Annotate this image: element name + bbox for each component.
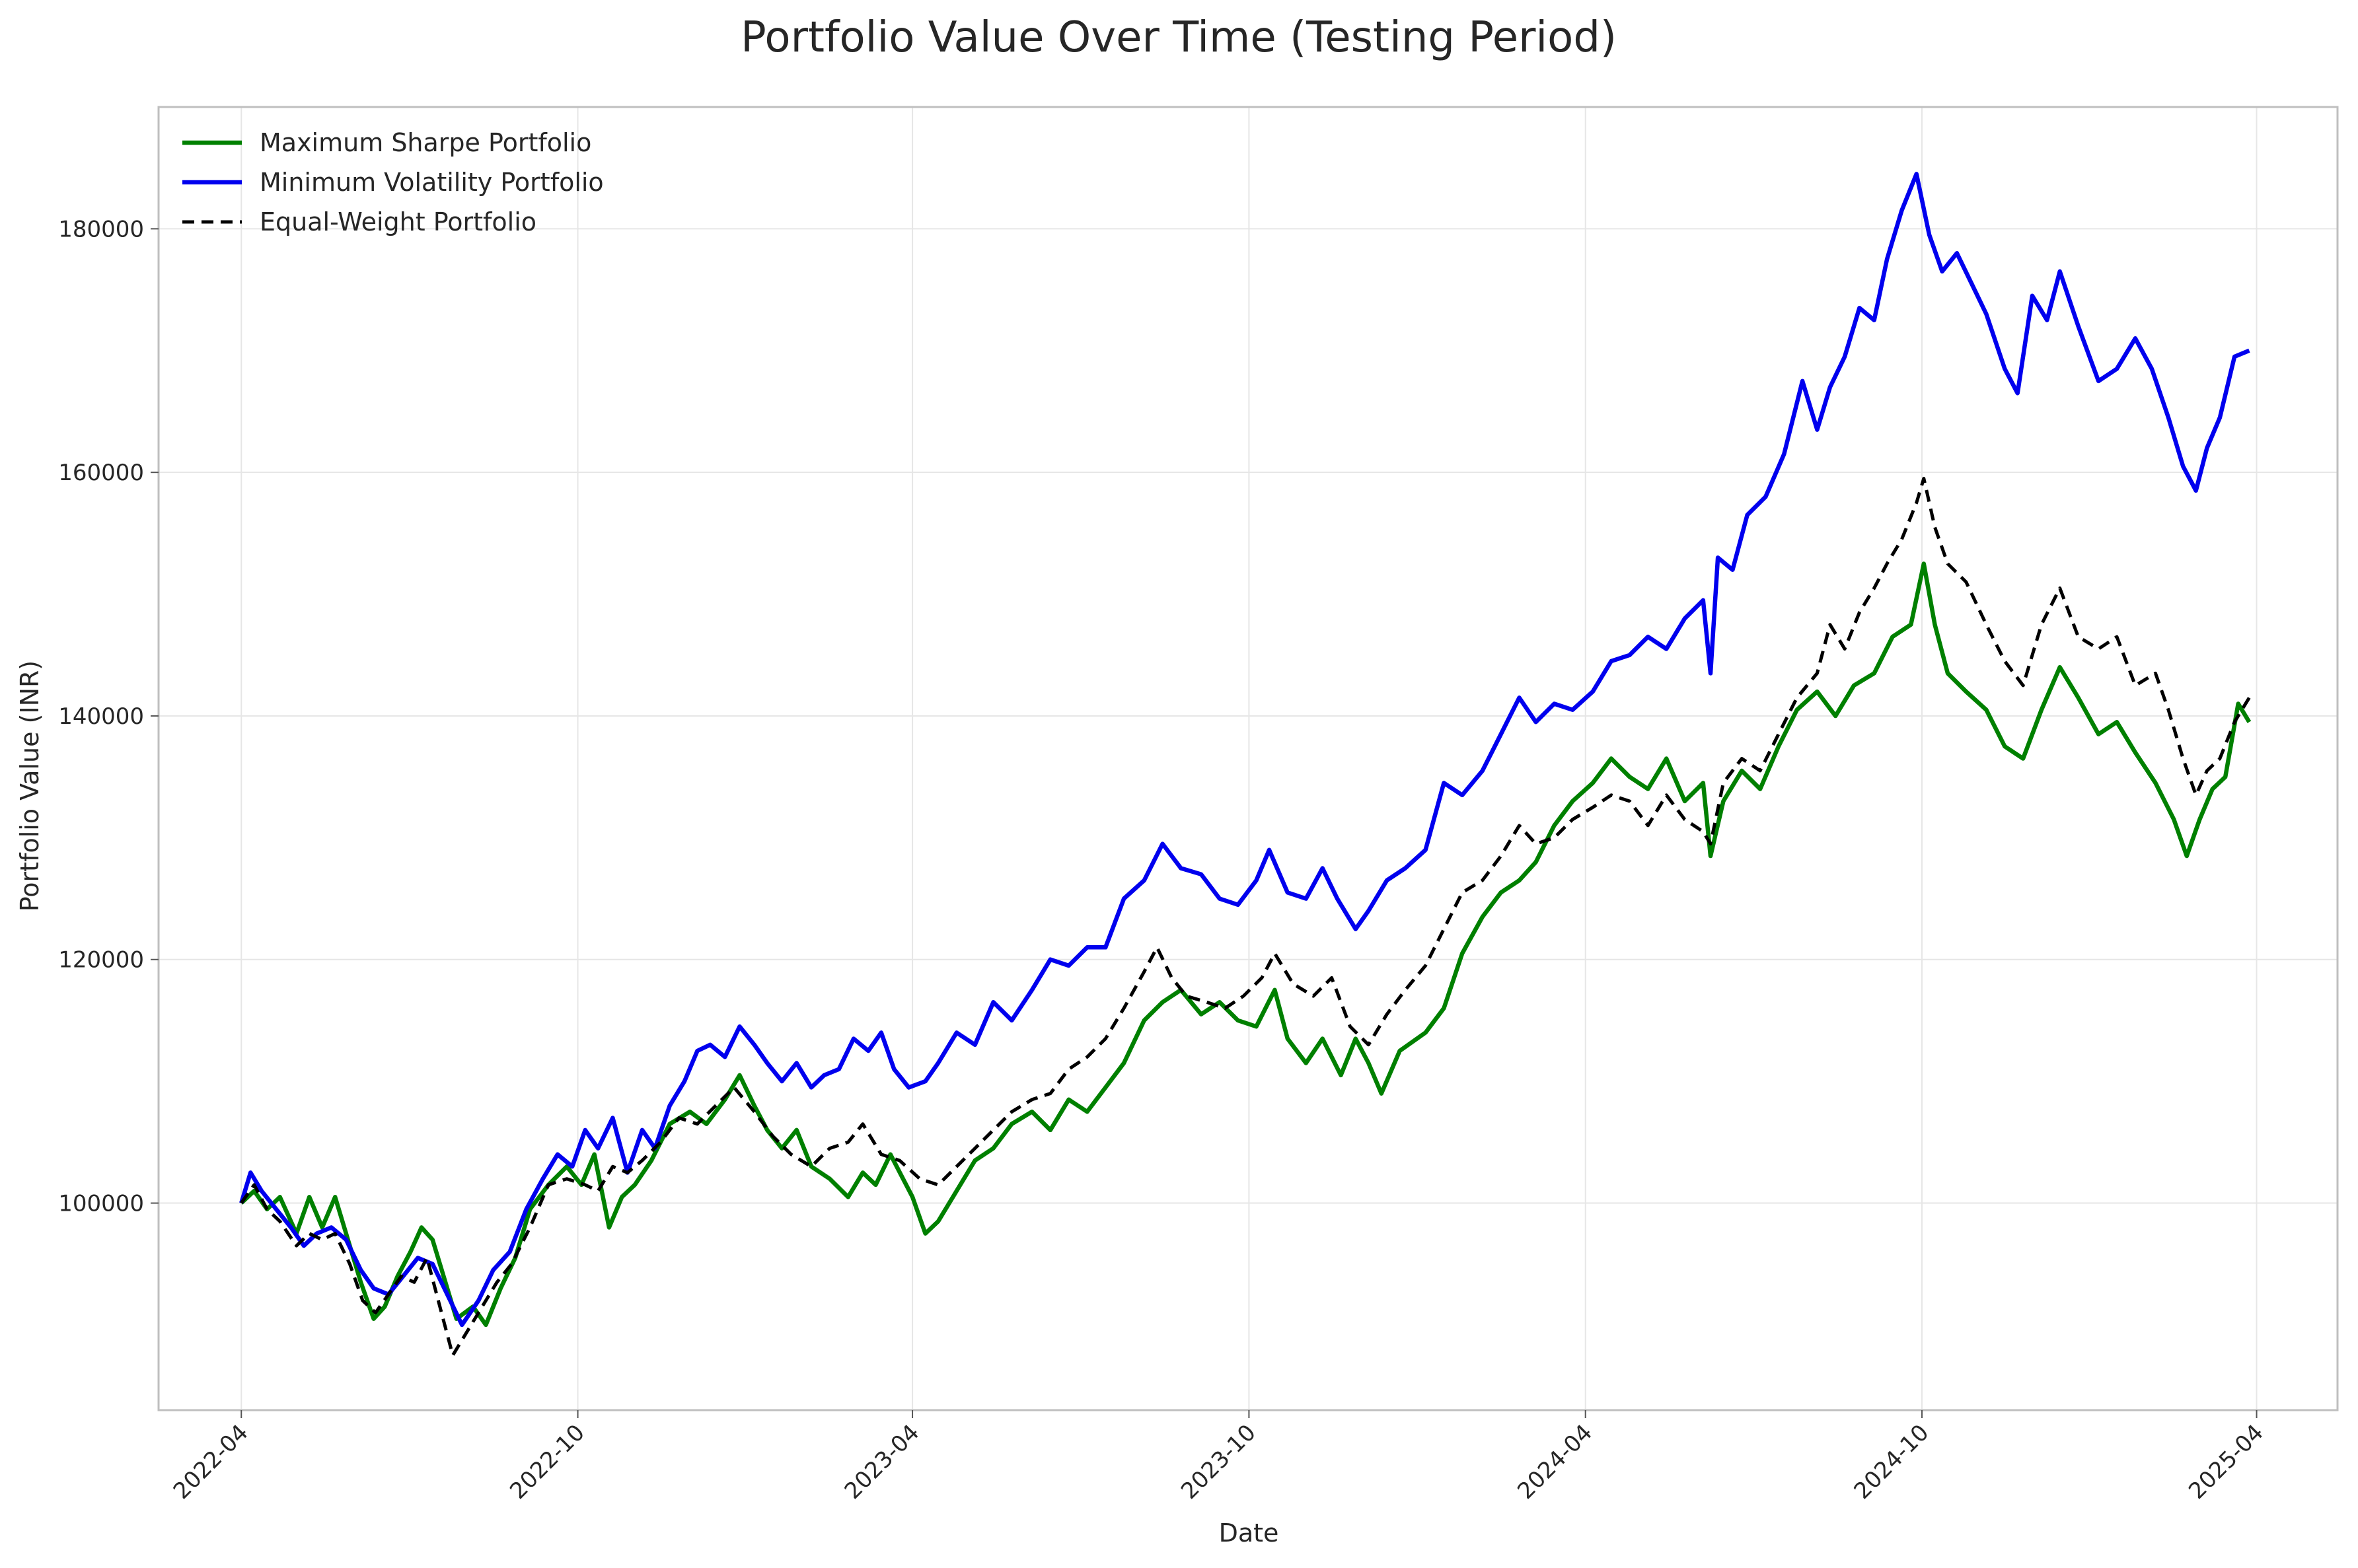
legend-label: Maximum Sharpe Portfolio xyxy=(260,128,591,157)
legend-label: Equal-Weight Portfolio xyxy=(260,207,536,236)
legend: Maximum Sharpe Portfolio Minimum Volatili… xyxy=(182,128,604,236)
y-tick-label: 140000 xyxy=(58,703,144,730)
x-axis-title: Date xyxy=(1219,1518,1279,1548)
y-axis-title: Portfolio Value (INR) xyxy=(15,660,44,912)
series-lines xyxy=(239,172,2252,1357)
series-line-2 xyxy=(239,172,2250,1328)
y-tick-label: 120000 xyxy=(58,947,144,974)
chart-title: Portfolio Value Over Time (Testing Perio… xyxy=(741,13,1617,62)
plot-frame xyxy=(157,106,2339,1411)
series-line-1 xyxy=(239,561,2252,1328)
y-tick-label: 160000 xyxy=(58,460,144,486)
series-line-3 xyxy=(240,476,2251,1357)
legend-label: Minimum Volatility Portfolio xyxy=(260,168,604,197)
y-tick-label: 180000 xyxy=(58,216,144,242)
grid xyxy=(159,107,2338,1410)
y-tick-label: 100000 xyxy=(58,1191,144,1217)
